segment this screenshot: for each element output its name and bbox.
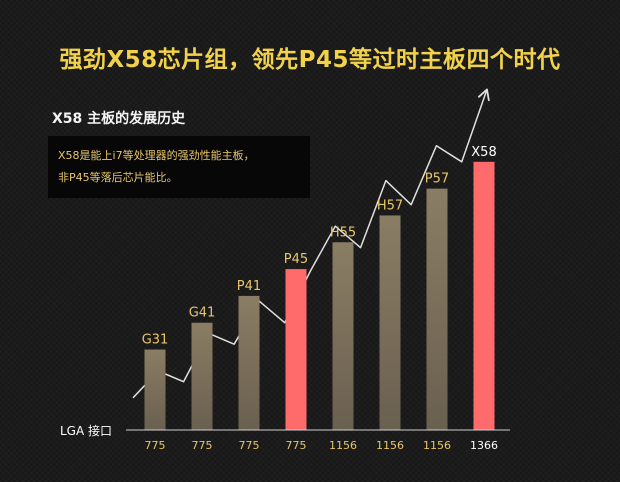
bar-label-x58: X58	[471, 145, 496, 160]
bar-label-h55: H55	[330, 225, 356, 240]
note-line-1: X58是能上i7等处理器的强劲性能主板，	[58, 149, 255, 162]
bar-p41	[238, 295, 260, 430]
page-headline: 强劲X58芯片组，领先P45等过时主板四个时代	[59, 47, 561, 73]
x-tick-p57: 1156	[423, 439, 451, 452]
note-line-2: 非P45等落后芯片能比。	[58, 171, 178, 184]
x-tick-h57: 1156	[376, 439, 404, 452]
bar-p45	[285, 269, 307, 430]
bar-label-g41: G41	[189, 306, 216, 321]
bar-label-p41: P41	[237, 279, 261, 294]
bar-label-p45: P45	[284, 252, 308, 267]
bar-h57	[379, 215, 401, 430]
x-axis-title: LGA 接口	[60, 423, 112, 438]
trend-arrow-head	[477, 88, 490, 102]
bar-g31	[144, 349, 166, 430]
x-tick-h55: 1156	[329, 439, 357, 452]
bar-x58	[473, 161, 495, 430]
chart-section-title: X58 主板的发展历史	[52, 111, 186, 127]
bar-label-p57: P57	[425, 172, 449, 187]
x-tick-p45: 775	[286, 439, 307, 452]
x-tick-g41: 775	[192, 439, 213, 452]
bar-g41	[191, 322, 213, 430]
x-tick-p41: 775	[239, 439, 260, 452]
bar-h55	[332, 242, 354, 430]
bar-label-g31: G31	[142, 333, 169, 348]
bar-label-h57: H57	[377, 198, 403, 213]
bar-p57	[426, 188, 448, 430]
note-box: X58是能上i7等处理器的强劲性能主板， 非P45等落后芯片能比。	[48, 136, 310, 198]
x-tick-x58: 1366	[470, 439, 498, 452]
x-tick-g31: 775	[145, 439, 166, 452]
